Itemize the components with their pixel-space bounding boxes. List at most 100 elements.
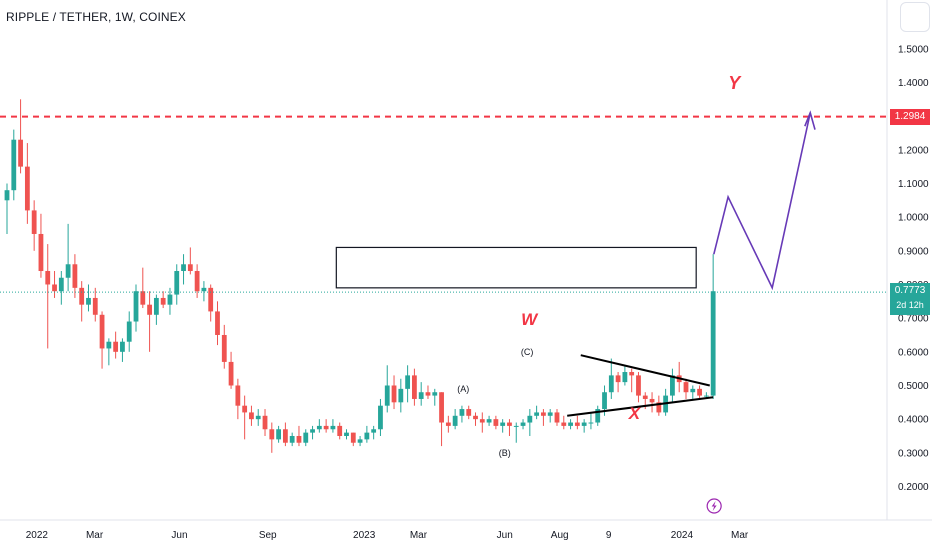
- candle-body: [541, 412, 546, 416]
- candle-body: [418, 392, 424, 399]
- candle-body: [357, 439, 363, 443]
- candle-body: [310, 429, 315, 433]
- chart-settings-button[interactable]: [900, 2, 930, 32]
- candle-body: [642, 395, 648, 399]
- price-tick-label: 0.7000: [898, 314, 929, 325]
- candle-body: [350, 432, 356, 443]
- level-price-value: 1.2984: [894, 110, 926, 122]
- candle-body: [602, 392, 607, 410]
- candle-body: [18, 139, 23, 167]
- candle-body: [561, 422, 567, 426]
- candle-body: [690, 388, 696, 393]
- candle-body: [303, 432, 309, 443]
- candle-body: [337, 425, 343, 436]
- candle-body: [527, 415, 533, 423]
- candle-body: [547, 412, 553, 416]
- candle-body: [242, 405, 248, 413]
- candle-body: [86, 297, 91, 305]
- candle-body: [194, 271, 200, 292]
- candle-body: [493, 419, 499, 426]
- candle-body: [479, 419, 485, 423]
- candle-body: [595, 409, 601, 423]
- candle-body: [181, 264, 186, 272]
- candle-body: [466, 409, 472, 416]
- candle-body: [520, 422, 526, 426]
- candle-body: [697, 388, 702, 396]
- candle-body: [160, 297, 166, 305]
- candle-body: [140, 291, 146, 305]
- candle-body: [120, 341, 125, 352]
- candle-body: [636, 375, 641, 396]
- supply-zone-layer: [335, 246, 697, 289]
- candle-body: [439, 392, 444, 423]
- time-axis[interactable]: 2022 Mar Jun Sep 2023 Mar Jun Aug 9 2024 Mar: [0, 519, 932, 541]
- level-price-tag: 1.2984: [890, 108, 930, 125]
- time-tick-label: Sep: [259, 530, 277, 541]
- time-tick-label: 2024: [671, 530, 694, 541]
- candle-body: [622, 372, 628, 383]
- annotations-layer: W X Y (A) (B) (C): [0, 73, 887, 514]
- wave-label-a: (A): [457, 384, 469, 394]
- candle-body: [615, 375, 621, 383]
- candle-body: [31, 210, 37, 234]
- candle-body: [445, 422, 451, 426]
- candle-body: [588, 422, 594, 424]
- price-tick-label: 0.4000: [898, 415, 929, 426]
- candle-body: [58, 277, 64, 292]
- time-tick-label: 2023: [353, 530, 376, 541]
- candle-body: [371, 429, 377, 433]
- candle-body: [289, 435, 295, 443]
- time-tick-label: Mar: [410, 530, 428, 541]
- wave-label-x: X: [628, 404, 642, 423]
- candle-body: [629, 372, 635, 376]
- projected-wave-path: [713, 112, 812, 291]
- candle-body: [38, 233, 44, 272]
- candle-body: [262, 415, 268, 430]
- candle-body: [405, 375, 411, 389]
- candle-body: [656, 402, 662, 413]
- candle-body: [153, 297, 159, 315]
- candle-body: [174, 271, 180, 295]
- candle-body: [167, 294, 173, 305]
- candle-body: [432, 392, 438, 396]
- candle-body: [608, 375, 614, 393]
- candle-body: [316, 425, 322, 430]
- wave-label-b: (B): [499, 448, 511, 458]
- candle-body: [568, 422, 573, 426]
- candle-body: [513, 425, 519, 427]
- candle-body: [201, 287, 207, 292]
- candle-body: [412, 375, 417, 399]
- candle-body: [473, 415, 478, 420]
- candle-body: [255, 415, 261, 420]
- time-tick-label: 9: [606, 530, 612, 541]
- price-axis[interactable]: 0.20000.30000.40000.50000.60000.70000.80…: [886, 0, 929, 520]
- lightning-glyph: [711, 501, 717, 511]
- price-tick-label: 1.5000: [898, 44, 929, 55]
- candle-body: [282, 429, 288, 443]
- price-tick-label: 0.3000: [898, 448, 929, 459]
- time-tick-label: Jun: [497, 530, 513, 541]
- wave-label-y: Y: [728, 73, 742, 93]
- candle-body: [323, 425, 329, 430]
- candle-body: [276, 429, 281, 440]
- candle-body: [452, 415, 458, 426]
- candle-body: [710, 291, 716, 396]
- candle-body: [296, 435, 302, 443]
- price-tick-label: 1.1000: [898, 179, 929, 190]
- candle-body: [649, 398, 655, 403]
- current-price-tag: 0.7773 2d 12h: [890, 283, 930, 316]
- candle-body: [208, 287, 214, 312]
- wave-label-w: W: [521, 310, 539, 329]
- zone-rectangle: [335, 246, 697, 289]
- candle-body: [113, 341, 119, 352]
- candle-body: [72, 264, 78, 288]
- candle-body: [79, 287, 85, 305]
- candle-body: [52, 284, 57, 292]
- candle-body: [187, 264, 193, 272]
- candle-body: [221, 334, 227, 362]
- candle-body: [65, 264, 71, 278]
- candle-body: [425, 392, 431, 396]
- price-tick-label: 0.6000: [898, 347, 929, 358]
- time-tick-label: Jun: [171, 530, 187, 541]
